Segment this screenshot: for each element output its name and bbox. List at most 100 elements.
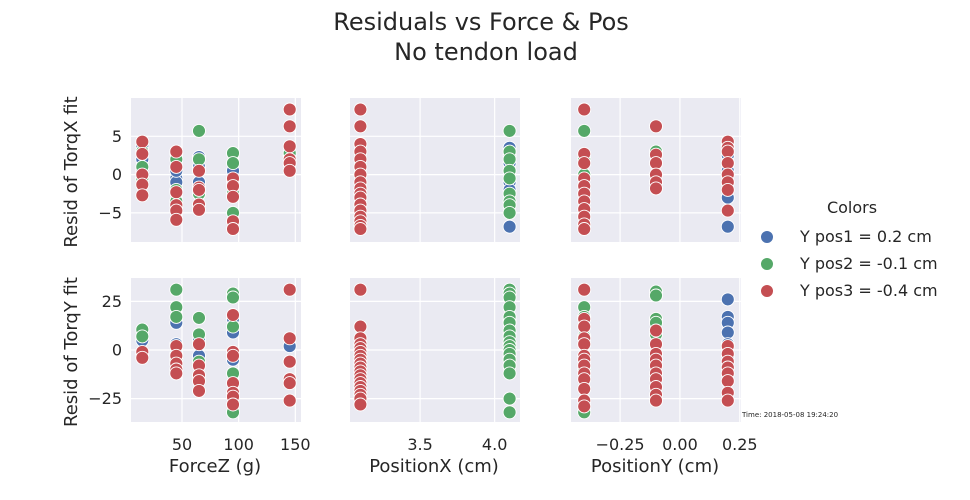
panel-top-positiony-point <box>649 119 663 134</box>
panel-bottom-positiony-point <box>649 393 663 408</box>
panel-top-positiony-point <box>649 181 663 196</box>
panel-bottom-forcez-point <box>192 310 206 325</box>
panel-bottom-positiony-x-axis-label: PositionY (cm) <box>591 456 719 477</box>
panel-top-positiony-point <box>577 156 592 171</box>
panel-bottom-forcez-point <box>282 331 297 346</box>
panel-top-positionx-point <box>502 171 517 186</box>
panel-top-forcez-y-tick-label-2: 5 <box>112 127 122 146</box>
panel-bottom-positiony-point <box>720 325 735 340</box>
legend-title: Colors <box>827 198 877 217</box>
panel-top-positionx-series-y-pos3-0-4-cm <box>353 102 368 236</box>
panel-bottom-positionx-point <box>353 319 368 334</box>
panel-bottom-positiony-point <box>577 282 592 297</box>
panel-bottom-positionx-point <box>502 405 517 420</box>
panel-bottom-forcez: 50 100 150 ForceZ (g) −25 0 25 Resid of TorqY f… <box>61 277 311 477</box>
panel-bottom-forcez-y-tick-label-0: −25 <box>88 389 122 408</box>
panel-bottom-positionx-x-axis-label: PositionX (cm) <box>369 456 499 477</box>
panel-top-forcez-background <box>131 98 301 242</box>
panel-bottom-forcez-point <box>282 376 297 391</box>
panel-bottom-positionx-series-y-pos2-0-1-cm <box>502 282 517 420</box>
panel-top-positiony-point <box>720 182 735 197</box>
panel-bottom-positionx: 3.5 4.0 PositionX (cm) <box>350 278 520 477</box>
panel-bottom-forcez-point <box>192 383 206 398</box>
figure-title-line-2: No tendon load <box>394 38 578 66</box>
legend-marker-pos3 <box>760 284 774 298</box>
panel-bottom-positionx-point <box>502 366 517 381</box>
panel-top-positionx-point <box>502 123 517 138</box>
panel-top-forcez-point <box>135 134 150 149</box>
panel-bottom-positiony-series-y-pos3-0-4-cm <box>577 282 735 414</box>
facet-grid: −5 0 5 Resid of TorqX fit 50 100 150 ForceZ (g)… <box>61 96 758 477</box>
panel-top-forcez: −5 0 5 Resid of TorqX fit <box>61 96 301 248</box>
panel-bottom-positionx-point <box>502 391 517 406</box>
panel-bottom-forcez-x-axis-label: ForceZ (g) <box>169 456 261 477</box>
panel-bottom-positiony-point <box>577 381 592 396</box>
panel-bottom-positiony-point <box>577 319 592 334</box>
panel-top-forcez-point <box>135 146 150 161</box>
panel-bottom-forcez-point <box>282 282 297 297</box>
legend-item-pos3: Y pos3 = -0.4 cm <box>760 281 938 300</box>
panel-top-forcez-point <box>169 159 184 174</box>
panel-top-positiony-series-y-pos3-0-4-cm <box>577 102 735 236</box>
panel-bottom-forcez-point <box>282 393 297 408</box>
legend-label-pos3: Y pos3 = -0.4 cm <box>799 281 938 300</box>
panel-bottom-forcez-point <box>226 397 240 412</box>
panel-bottom-forcez-point <box>135 350 150 365</box>
legend-label-pos2: Y pos2 = -0.1 cm <box>799 254 938 273</box>
panel-top-positionx-series-y-pos2-0-1-cm <box>502 123 517 220</box>
panel-bottom-forcez-series-y-pos3-0-4-cm <box>135 282 297 412</box>
panel-bottom-positiony-point <box>720 393 735 408</box>
panel-bottom-positiony-point <box>649 323 663 338</box>
panel-bottom-forcez-x-tick-label-2: 150 <box>280 435 311 454</box>
panel-bottom-forcez-point <box>282 354 297 369</box>
panel-top-forcez-point <box>226 189 240 204</box>
panel-top-forcez-point <box>226 222 240 236</box>
panel-bottom-forcez-y-tick-label-2: 25 <box>102 292 122 311</box>
panel-bottom-forcez-y-axis-label: Resid of TorqY fit <box>61 277 82 427</box>
panel-bottom-positionx-point <box>353 397 368 412</box>
panel-top-forcez-y-tick-label-0: −5 <box>98 203 122 222</box>
panel-bottom-forcez-y-tick-label-1: 0 <box>112 341 122 360</box>
panel-top-forcez-point <box>192 123 206 138</box>
panel-top-forcez-point <box>192 182 206 197</box>
panel-top-positionx <box>350 98 520 242</box>
panel-bottom-positiony-x-tick-label-0: −0.25 <box>596 435 645 454</box>
panel-bottom-forcez-point <box>135 329 150 344</box>
panel-top-positiony-point <box>577 222 592 236</box>
legend-item-pos1: Y pos1 = 0.2 cm <box>760 227 932 246</box>
panel-top-forcez-point <box>282 163 297 178</box>
panel-top-positiony-point <box>720 219 735 234</box>
panel-bottom-forcez-point <box>226 348 240 363</box>
panel-bottom-positiony-point <box>720 374 735 389</box>
panel-top-positionx-point <box>502 205 517 220</box>
panel-top-forcez-series-y-pos3-0-4-cm <box>135 102 297 236</box>
panel-bottom-positiony-point <box>577 399 592 414</box>
panel-bottom-forcez-point <box>169 309 184 324</box>
panel-bottom-positionx-series-y-pos3-0-4-cm <box>353 282 368 412</box>
panel-top-positiony-point <box>720 203 735 218</box>
panel-bottom-forcez-point <box>169 282 184 297</box>
legend-item-pos2: Y pos2 = -0.1 cm <box>760 254 938 273</box>
panel-top-positionx-point <box>353 119 368 134</box>
panel-bottom-forcez-x-tick-label-1: 100 <box>223 435 254 454</box>
panel-bottom-positionx-x-tick-label-1: 4.0 <box>482 435 507 454</box>
panel-bottom-forcez-point <box>226 319 240 334</box>
figure-title-line-1: Residuals vs Force & Pos <box>333 8 629 36</box>
legend: Colors Y pos1 = 0.2 cm Y pos2 = -0.1 cm … <box>760 198 938 300</box>
panel-top-positionx-background <box>350 98 520 242</box>
panel-bottom-forcez-x-tick-label-0: 50 <box>172 435 192 454</box>
panel-top-positiony-point <box>577 123 592 138</box>
panel-top-forcez-point <box>282 119 297 134</box>
panel-top-forcez-point <box>192 163 206 178</box>
panel-top-positionx-point <box>353 222 368 236</box>
panel-top-positionx-point <box>353 102 368 117</box>
panel-bottom-positionx-x-tick-label-0: 3.5 <box>407 435 432 454</box>
legend-marker-pos2 <box>760 257 774 271</box>
panel-top-positiony-point <box>577 102 592 117</box>
panel-bottom-positiony-x-tick-label-1: 0.00 <box>662 435 698 454</box>
timestamp: Time: 2018-05-08 19:24:20 <box>741 411 838 419</box>
panel-bottom-positionx-point <box>353 282 368 297</box>
panel-bottom-positiony-point <box>649 288 663 303</box>
